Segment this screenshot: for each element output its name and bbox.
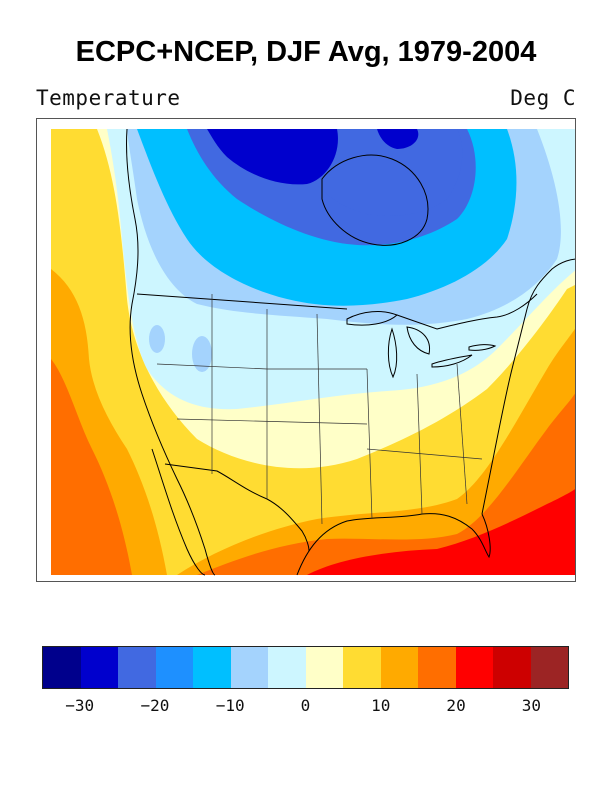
lake-superior <box>346 311 398 326</box>
band-m25b <box>377 129 419 149</box>
state-lines <box>156 294 483 525</box>
rockies-cold <box>192 336 212 372</box>
colorbar-swatch <box>305 647 343 688</box>
colorbar-tick-label: −30 <box>65 696 95 715</box>
hudson-bay <box>321 154 429 246</box>
lake-erie <box>431 354 473 368</box>
band-20-south <box>197 393 575 575</box>
temperature-map <box>37 119 575 581</box>
colorbar-swatch <box>343 647 381 688</box>
colorbar-swatch <box>268 647 306 688</box>
lake-huron <box>406 326 431 355</box>
chart-title: ECPC+NCEP, DJF Avg, 1979-2004 <box>75 36 537 68</box>
colorbar-swatch <box>418 647 456 688</box>
colorbar-swatch <box>118 647 156 688</box>
baja-coastline <box>151 448 206 576</box>
colorbar-swatch <box>43 647 81 688</box>
band-m25 <box>207 129 338 185</box>
colorbar-swatch <box>230 647 268 688</box>
rockies-cold-2 <box>149 325 165 353</box>
pacific-coastline <box>125 128 216 576</box>
colorbar-swatch <box>155 647 193 688</box>
canada-us-border <box>136 293 538 330</box>
gulf-coastline <box>296 513 491 576</box>
colorbar-tick-label: 10 <box>371 696 391 715</box>
colorbar <box>42 646 569 689</box>
colorbar-swatch <box>455 647 493 688</box>
colorbar-tick-label: −10 <box>215 696 245 715</box>
geography-outlines <box>125 128 575 576</box>
band-20-west <box>51 359 132 575</box>
colorbar-tick-label: −20 <box>140 696 170 715</box>
colorbar-swatch <box>380 647 418 688</box>
field-units-label: Deg C <box>510 86 576 110</box>
colorbar-swatch <box>493 647 531 688</box>
temperature-field <box>51 129 575 575</box>
colorbar-tick-label: 30 <box>521 696 541 715</box>
colorbar-swatch <box>193 647 231 688</box>
band-25-south <box>307 489 575 575</box>
colorbar-swatch <box>80 647 118 688</box>
colorbar-swatch <box>530 647 568 688</box>
mexico-us-border <box>164 463 310 552</box>
band-m20 <box>297 129 463 216</box>
lake-ontario <box>468 344 497 351</box>
colorbar-tick-label: 0 <box>300 696 311 715</box>
atlantic-coastline <box>481 258 575 515</box>
map-frame <box>36 118 576 582</box>
band-15-south <box>177 328 575 575</box>
colorbar-tick-labels: −30 −20 −10 0 10 20 30 <box>0 696 612 720</box>
colorbar-tick-label: 20 <box>446 696 466 715</box>
lake-michigan <box>387 327 398 379</box>
field-name-label: Temperature <box>36 86 181 110</box>
